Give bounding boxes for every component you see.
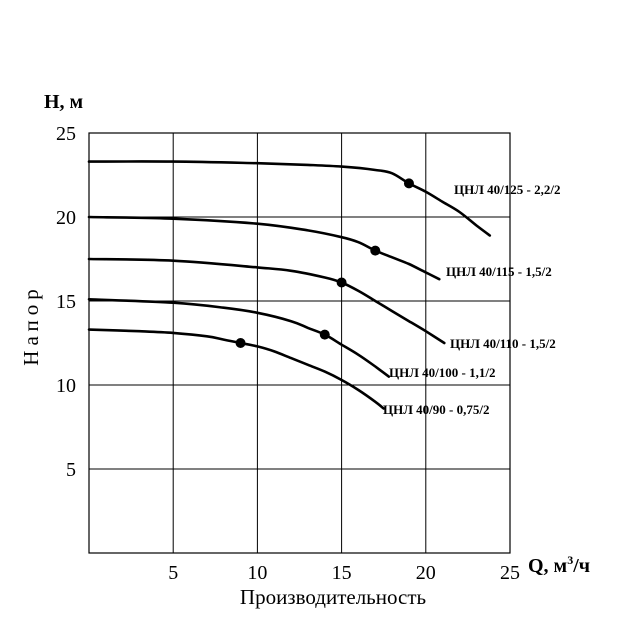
x-tick-label: 20: [416, 562, 436, 584]
x-tick-label: 15: [332, 562, 352, 584]
x-tick-label: 25: [500, 562, 520, 584]
series-point: [403, 178, 414, 189]
series-label: ЦНЛ 40/115 - 1,5/2: [446, 264, 552, 279]
markers: [235, 178, 414, 348]
y-tick-label: 10: [56, 375, 76, 397]
x-axis-title: Q, м3/ч: [528, 553, 590, 577]
series-point: [235, 338, 246, 348]
series-line: [87, 298, 391, 378]
series-line: [87, 215, 441, 281]
series-label: ЦНЛ 40/90 - 0,75/2: [383, 402, 489, 417]
series-label: ЦНЛ 40/125 - 2,2/2: [454, 182, 560, 197]
y-axis-title: H, м: [44, 91, 83, 113]
x-tick-label: 10: [247, 562, 267, 584]
y-tick-label: 25: [56, 123, 76, 145]
series-labels: ЦНЛ 40/125 - 2,2/2 ЦНЛ 40/115 - 1,5/2 ЦНЛ …: [383, 182, 560, 417]
curves: [87, 160, 492, 410]
series-point: [319, 329, 330, 340]
grid: [88, 132, 511, 554]
x-tick-label: 5: [168, 562, 178, 584]
y-tick-label: 15: [56, 291, 76, 313]
series-point: [370, 245, 381, 256]
y-tick-label: 5: [66, 459, 76, 481]
y-tick-label: 20: [56, 207, 76, 229]
series-line: [87, 160, 492, 237]
plot-frame: [88, 132, 511, 554]
y-axis-label: Напор: [19, 284, 43, 365]
x-axis-label: Производительность: [240, 585, 426, 609]
tick-labels: 5 10 15 20 25 5 10 15 20 25: [56, 123, 520, 584]
series-label: ЦНЛ 40/100 - 1,1/2: [389, 365, 495, 380]
series-point: [336, 277, 347, 288]
series-line: [87, 328, 385, 410]
series-label: ЦНЛ 40/110 - 1,5/2: [450, 336, 556, 351]
